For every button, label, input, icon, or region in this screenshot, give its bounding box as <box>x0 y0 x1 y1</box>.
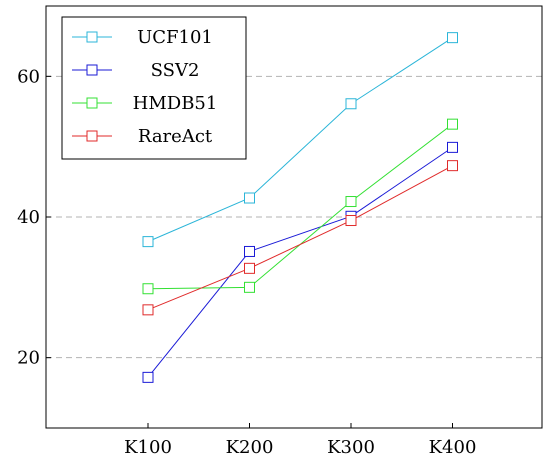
x-tick-label: K100 <box>124 437 172 457</box>
data-point-hmdb51 <box>142 283 154 295</box>
data-point-rareact <box>142 304 154 316</box>
legend-label: RareAct <box>138 126 213 147</box>
legend-label: SSV2 <box>151 60 200 81</box>
legend-swatch-marker <box>86 130 98 142</box>
y-tick-label: 40 <box>17 207 40 228</box>
data-point-rareact <box>345 215 357 227</box>
legend-label: UCF101 <box>137 27 213 48</box>
data-point-ucf101 <box>345 98 357 110</box>
legend-swatch-marker <box>86 97 98 109</box>
data-point-ucf101 <box>447 32 458 44</box>
x-tick-label: K400 <box>429 437 477 457</box>
data-point-hmdb51 <box>244 281 255 293</box>
data-point-ucf101 <box>142 236 154 248</box>
x-tick-label: K300 <box>327 437 375 457</box>
y-axis: 20 40 60 <box>17 66 51 369</box>
series-line-ssv2 <box>147 146 453 378</box>
series-line-rareact <box>147 165 453 311</box>
y-tick-label: 60 <box>17 66 40 87</box>
legend-swatch-marker <box>86 64 98 76</box>
data-point-hmdb51 <box>345 196 357 208</box>
data-point-ssv2 <box>142 371 154 383</box>
legend-swatch-marker <box>86 31 98 43</box>
data-point-rareact <box>244 262 255 274</box>
data-point-rareact <box>447 160 458 172</box>
series-group <box>142 32 458 383</box>
legend-label: HMDB51 <box>133 93 218 114</box>
data-point-hmdb51 <box>447 118 458 130</box>
data-point-ssv2 <box>447 141 458 153</box>
data-point-ssv2 <box>244 245 255 257</box>
data-point-ucf101 <box>244 192 255 204</box>
y-tick-label: 20 <box>17 348 40 369</box>
series-line-ucf101 <box>147 37 453 243</box>
legend: UCF101 SSV2 HMDB51 RareAct <box>61 16 247 160</box>
x-tick-label: K200 <box>226 437 274 457</box>
x-axis: K100 K200 K300 K400 <box>124 423 476 457</box>
